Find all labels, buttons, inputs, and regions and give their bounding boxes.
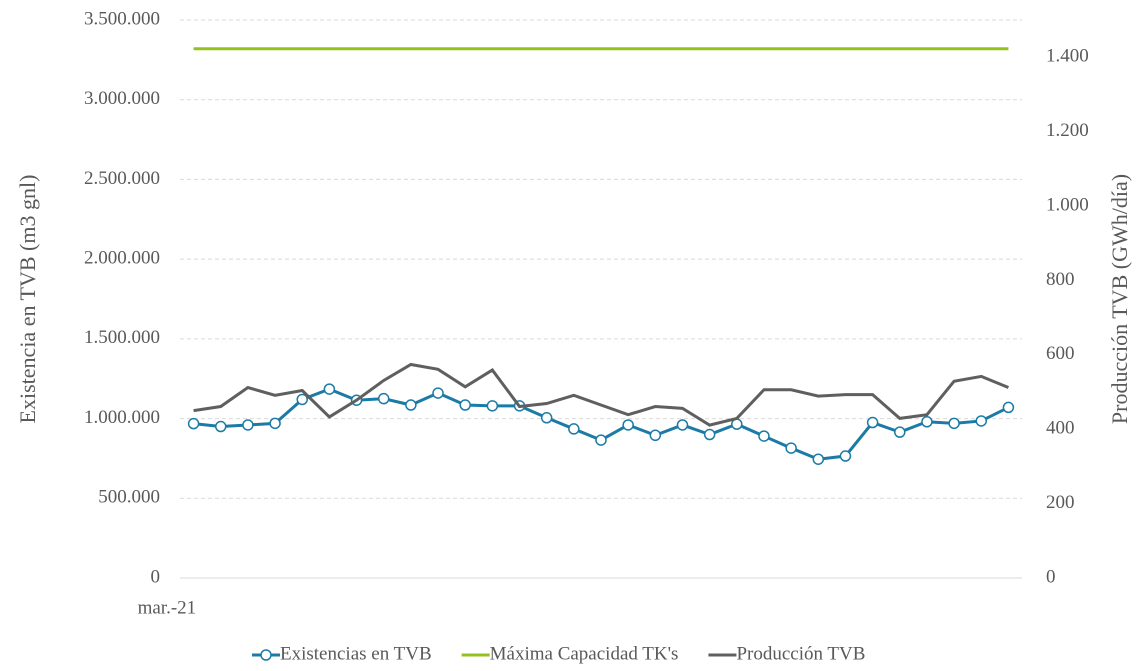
point [894, 426, 906, 438]
point [377, 392, 390, 405]
point [214, 420, 227, 433]
y-axis-title: Existencia en TVB (m3 gnl) [15, 175, 40, 424]
point [269, 417, 281, 430]
point [405, 399, 417, 411]
legend-label: Producción TVB [736, 643, 865, 664]
y-tick-label: 2.000.000 [84, 248, 160, 269]
point [568, 423, 580, 435]
series-line [193, 387, 1010, 461]
point [948, 417, 960, 430]
point [839, 450, 852, 462]
point [812, 453, 825, 465]
point [785, 442, 797, 454]
y-tick-label: 3.000.000 [84, 88, 160, 109]
y2-tick-label: 200 [1046, 492, 1075, 513]
legend-label: Máxima Capacidad TK's [490, 643, 679, 664]
point [540, 412, 553, 424]
y-tick-label: 1.500.000 [84, 327, 160, 348]
y2-tick-label: 1.400 [1046, 46, 1089, 67]
point [622, 419, 634, 431]
point [1002, 401, 1015, 414]
y-tick-label: 3.500.000 [84, 8, 160, 29]
point [758, 430, 770, 442]
y2-tick-label: 1.000 [1046, 194, 1089, 215]
point [296, 393, 308, 406]
x-tick-label: mar.-21 [138, 597, 197, 618]
y2-axis-title: Producción TVB (GWh/día) [1107, 174, 1132, 424]
point [595, 434, 607, 446]
y-tick-label: 1.000.000 [84, 407, 160, 428]
point [242, 419, 254, 431]
legend-label: Existencias en TVB [280, 643, 432, 664]
point [921, 416, 933, 428]
point [703, 428, 716, 441]
y-tick-label: 0 [151, 566, 161, 587]
series-line [193, 362, 1009, 427]
legend-marker [260, 649, 272, 661]
y2-tick-label: 600 [1046, 343, 1075, 364]
point [459, 399, 471, 411]
y-tick-label: 2.500.000 [84, 168, 160, 189]
point [187, 417, 200, 430]
point [866, 416, 879, 429]
point [649, 429, 662, 442]
point [676, 419, 689, 431]
y2-tick-label: 0 [1046, 566, 1056, 587]
point [432, 387, 444, 399]
y-tick-label: 500.000 [98, 487, 160, 508]
point [323, 383, 336, 395]
point [975, 415, 988, 427]
y2-tick-label: 800 [1046, 269, 1075, 290]
point [486, 400, 499, 412]
y2-tick-label: 1.200 [1046, 120, 1089, 141]
y2-tick-label: 400 [1046, 418, 1075, 439]
